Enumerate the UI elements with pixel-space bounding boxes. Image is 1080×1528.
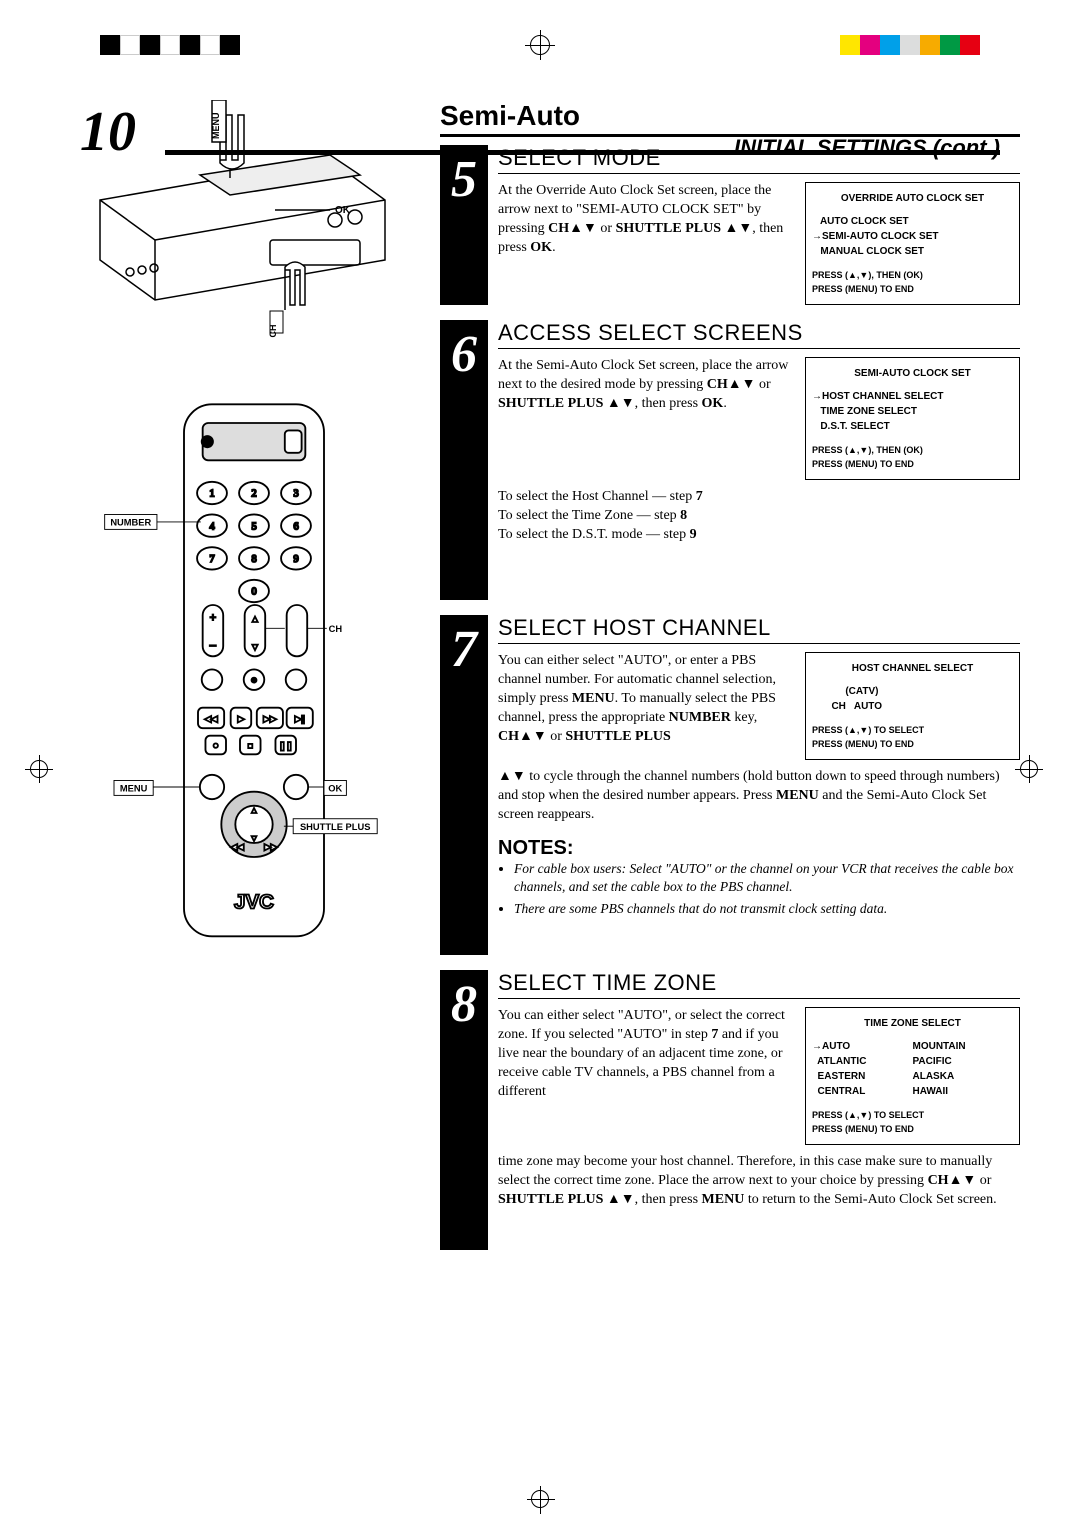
step-number-7: 7: [440, 615, 488, 955]
svg-text:MENU: MENU: [211, 113, 221, 140]
svg-text:MENU: MENU: [120, 784, 148, 794]
registration-mark-bottom: [531, 1490, 549, 1508]
svg-text:OK: OK: [335, 205, 351, 216]
step-text-8: You can either select "AUTO", or select …: [498, 1007, 793, 1145]
svg-text:▶||: ▶||: [295, 715, 305, 724]
svg-text:7: 7: [209, 554, 214, 565]
svg-text:1: 1: [209, 489, 214, 500]
svg-text:▲: ▲: [250, 806, 258, 815]
svg-text:+: +: [210, 612, 216, 624]
svg-text:▶: ▶: [238, 715, 245, 724]
svg-text:SHUTTLE PLUS: SHUTTLE PLUS: [300, 822, 370, 832]
svg-text:◀◀: ◀◀: [205, 715, 218, 724]
svg-text:3: 3: [293, 489, 298, 500]
svg-text:▼: ▼: [250, 643, 259, 653]
step-after-8: time zone may become your host channel. …: [498, 1153, 1020, 1210]
step-text-5: At the Override Auto Clock Set screen, p…: [498, 182, 793, 305]
svg-text:▶▶: ▶▶: [264, 843, 277, 852]
svg-text:●: ●: [213, 741, 219, 752]
svg-text:CH: CH: [268, 325, 278, 338]
registration-mark-left: [30, 760, 48, 778]
section-title: Semi-Auto: [440, 100, 1020, 132]
step-title-7: SELECT HOST CHANNEL: [498, 615, 1020, 641]
svg-text:❚❚: ❚❚: [279, 742, 293, 751]
svg-text:CH: CH: [329, 624, 343, 634]
svg-text:−: −: [209, 638, 216, 653]
svg-text:■: ■: [248, 742, 253, 751]
screen-override-auto: OVERRIDE AUTO CLOCK SET AUTO CLOCK SET→S…: [805, 182, 1020, 305]
step-title-6: ACCESS SELECT SCREENS: [498, 320, 1020, 346]
svg-text:▲: ▲: [250, 615, 259, 625]
svg-text:NUMBER: NUMBER: [110, 518, 151, 528]
print-color-bar: [0, 30, 1080, 60]
step-text-7: You can either select "AUTO", or enter a…: [498, 652, 793, 760]
svg-text:2: 2: [251, 489, 256, 500]
svg-text:JVC: JVC: [234, 890, 274, 913]
step-number-6: 6: [440, 320, 488, 600]
svg-text:8: 8: [251, 554, 256, 565]
page-number: 10: [80, 100, 136, 164]
step-after-6: To select the Host Channel — step 7To se…: [498, 488, 1020, 545]
notes-section: NOTES: For cable box users: Select "AUTO…: [498, 837, 1020, 919]
screen-semi-auto: SEMI-AUTO CLOCK SET →HOST CHANNEL SELECT…: [805, 357, 1020, 480]
step-after-7: ▲▼ to cycle through the channel numbers …: [498, 768, 1020, 825]
screen-time-zone: TIME ZONE SELECT →AUTO ATLANTIC EASTERN …: [805, 1007, 1020, 1145]
svg-text:4: 4: [209, 521, 214, 532]
svg-text:5: 5: [251, 521, 256, 532]
step-text-6: At the Semi-Auto Clock Set screen, place…: [498, 357, 793, 480]
svg-text:◀◀: ◀◀: [231, 843, 244, 852]
svg-text:9: 9: [293, 554, 298, 565]
svg-text:▶▶: ▶▶: [263, 715, 276, 724]
svg-text:6: 6: [293, 521, 298, 532]
step-number-8: 8: [440, 970, 488, 1250]
svg-text:⊘: ⊘: [251, 675, 257, 684]
step-number-5: 5: [440, 145, 488, 305]
screen-host-channel: HOST CHANNEL SELECT (CATV) CH AUTO PRESS…: [805, 652, 1020, 760]
step-title-8: SELECT TIME ZONE: [498, 970, 1020, 996]
registration-mark-right: [1020, 760, 1038, 778]
svg-text:OK: OK: [328, 784, 342, 794]
header-text: INITIAL SETTINGS (cont.): [734, 135, 1000, 161]
remote-illustration: 1 2 3 4 5 6 7 8 9 0 + − ▲ ▼ ⊘ ◀◀ ▶ ▶▶ ▶|| ●: [60, 345, 420, 960]
svg-text:0: 0: [251, 587, 256, 598]
svg-text:▼: ▼: [250, 834, 258, 843]
registration-mark-top: [530, 35, 550, 55]
